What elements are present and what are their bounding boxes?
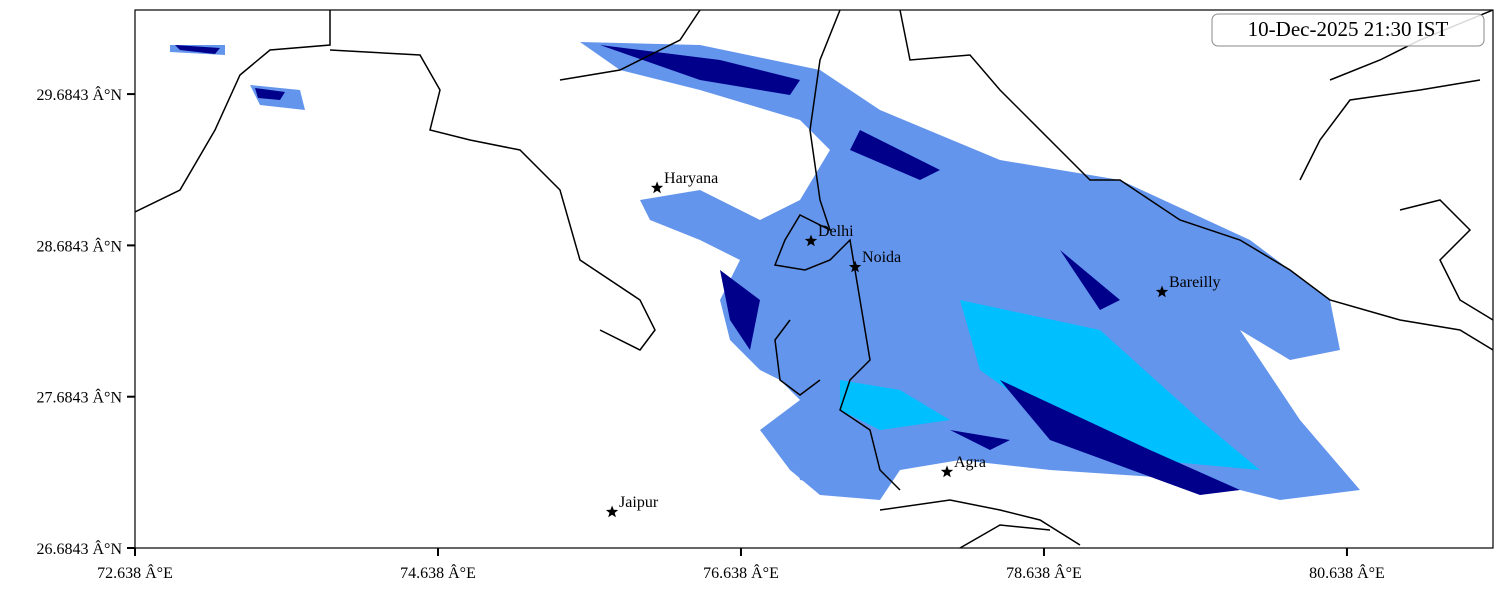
city-marker [650,181,664,194]
city-marker [1155,285,1169,298]
timestamp-box [1211,13,1485,47]
x-tick-label: 76.638 Â°E [703,563,779,582]
x-tick-label: 74.638 Â°E [400,563,476,582]
city-marker [940,465,954,478]
city-label: Delhi [818,223,854,240]
borders [135,10,1493,548]
y-tick-label: 27.6843 Â°N [36,388,122,407]
city-label: Bareilly [1169,274,1221,291]
y-tick-label: 29.6843 Â°N [36,85,122,104]
y-tick-label: 26.6843 Â°N [36,539,122,558]
x-tick-label: 78.638 Â°E [1006,563,1082,582]
plot-frame [134,9,1494,549]
city-label: Jaipur [619,494,659,511]
city-label: Haryana [664,170,718,187]
y-tick-label: 28.6843 Â°N [36,236,122,255]
city-marker [605,505,619,518]
city-marker [804,234,818,247]
rain-field [170,42,1360,500]
city-label: Agra [954,454,986,471]
x-tick-label: 80.638 Â°E [1309,563,1385,582]
x-tick-label: 72.638 Â°E [97,563,173,582]
city-label: Noida [862,249,901,266]
city-marker [848,260,862,273]
timestamp: 10-Dec-2025 21:30 IST [1248,17,1449,41]
